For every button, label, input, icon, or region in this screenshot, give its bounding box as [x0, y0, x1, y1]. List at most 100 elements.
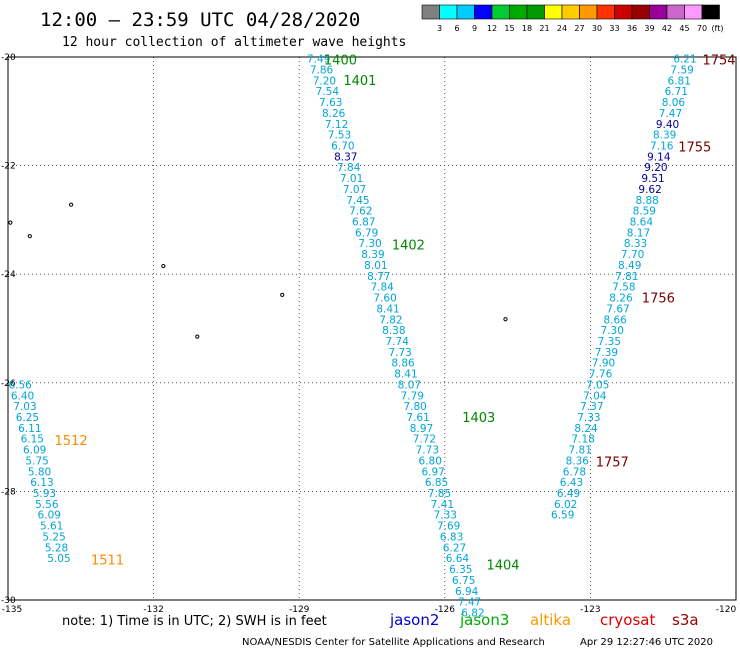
wave-height-label: 7.01	[340, 173, 363, 185]
island-outline	[195, 334, 200, 339]
wave-height-label: 8.01	[364, 260, 387, 272]
wave-height-label: 8.26	[609, 293, 633, 305]
colorbar-swatch	[526, 4, 545, 20]
colorbar-label: 6	[454, 24, 459, 33]
colorbar-label: 24	[557, 24, 567, 33]
wave-height-label: 5.61	[40, 521, 63, 533]
wave-height-label: 7.39	[595, 347, 618, 359]
colorbar-label: 39	[644, 24, 654, 33]
satellite-legend-item: altika	[530, 611, 571, 629]
wave-height-label: 7.62	[349, 206, 372, 218]
colorbar-swatch	[579, 4, 598, 20]
x-tick-label: -132	[143, 605, 163, 615]
wave-height-label: 8.39	[361, 249, 384, 261]
footer-timestamp: Apr 29 12:27:46 UTC 2020	[580, 637, 713, 648]
wave-height-label: 6.09	[23, 445, 46, 457]
wave-height-label: 9.20	[644, 162, 667, 174]
satellite-legend: jason2 jason3 altika cryosat s3a	[389, 611, 699, 629]
wave-height-label: 9.51	[641, 173, 664, 185]
colorbar-swatch	[684, 4, 703, 20]
colorbar-swatch	[456, 4, 475, 20]
wave-height-label: 7.37	[580, 401, 603, 413]
wave-height-label: 8.49	[618, 260, 641, 272]
x-tick-label: -129	[289, 605, 310, 615]
wave-height-label: 6.49	[557, 488, 580, 500]
wave-height-label: 8.59	[633, 206, 656, 218]
wave-height-label: 6.56	[8, 379, 32, 391]
wave-height-label: 7.04	[583, 390, 607, 402]
data-points: 7.497.867.207.547.638.267.127.536.708.37…	[8, 54, 696, 620]
x-tick-label: -135	[2, 605, 22, 615]
pass-labels: 1400 1401 1402 1403 1404 1754 1755 1756 1757 1512…	[55, 54, 736, 574]
colorbar-unit: (ft)	[711, 24, 723, 33]
wave-height-label: 6.40	[11, 390, 34, 402]
wave-height-label: 6.81	[668, 75, 691, 87]
island-outline	[27, 234, 32, 239]
chart-subtitle: 12 hour collection of altimeter wave hei…	[62, 35, 406, 50]
colorbar-label: 33	[609, 24, 619, 33]
wave-height-label: 7.60	[373, 293, 396, 305]
wave-height-label: 6.71	[665, 86, 688, 98]
colorbar-swatch	[614, 4, 633, 20]
colorbar-swatch	[701, 4, 720, 20]
wave-height-label: 7.84	[337, 162, 361, 174]
wave-height-label: 8.24	[574, 423, 598, 435]
wave-height-label: 7.18	[571, 434, 594, 446]
satellite-legend-item: jason2	[389, 611, 439, 629]
island-outline	[503, 317, 508, 322]
wave-height-label: 5.93	[33, 488, 56, 500]
colorbar-label: 15	[504, 24, 514, 33]
island-outline	[68, 202, 74, 207]
wave-height-label: 7.73	[388, 347, 411, 359]
colorbar-swatch	[544, 4, 563, 20]
wave-height-label: 7.76	[589, 369, 613, 381]
y-tick-label: -24	[1, 270, 16, 280]
wave-height-label: 6.02	[554, 499, 577, 511]
wave-height-label: 7.58	[612, 282, 635, 294]
wave-height-label: 8.17	[627, 227, 650, 239]
pass-time-label: 1757	[596, 456, 629, 471]
x-tick-label: -123	[580, 605, 600, 615]
wave-height-label: 8.64	[630, 217, 654, 229]
wave-height-label: 5.05	[47, 553, 70, 565]
wave-height-label: 8.66	[603, 314, 627, 326]
pass-time-label: 1403	[462, 411, 495, 426]
wave-height-label: 8.86	[391, 358, 415, 370]
wave-height-label: 9.14	[647, 151, 671, 163]
chart-title: 12:00 — 23:59 UTC 04/28/2020	[40, 9, 360, 31]
wave-height-label: 7.82	[379, 314, 402, 326]
wave-height-label: 7.03	[13, 401, 36, 413]
colorbar-swatch	[491, 4, 510, 20]
wave-height-label: 5.56	[35, 499, 59, 511]
wave-height-label: 8.36	[566, 455, 590, 467]
y-tick-label: -22	[1, 162, 16, 172]
wave-height-label: 7.74	[386, 336, 410, 348]
island-outline	[8, 220, 13, 225]
wave-height-label: 7.12	[325, 119, 348, 131]
plot-frame	[7, 56, 737, 601]
y-tick-label: -26	[1, 379, 16, 389]
wave-height-label: 8.06	[662, 97, 686, 109]
wave-height-label: 7.47	[659, 108, 682, 120]
wave-height-label: 5.25	[42, 531, 65, 543]
wave-height-label: 6.78	[563, 466, 586, 478]
colorbar-label: 30	[592, 24, 602, 33]
wave-height-label: 6.15	[21, 434, 44, 446]
wave-height-label: 7.81	[615, 271, 638, 283]
colorbar-swatch	[631, 4, 650, 20]
wave-height-label: 6.09	[38, 510, 61, 522]
wave-height-label: 7.59	[670, 64, 693, 76]
wave-height-label: 8.26	[322, 108, 346, 120]
island-outline	[161, 263, 166, 269]
wave-height-label: 7.05	[586, 379, 609, 391]
wave-height-label: 7.85	[428, 488, 451, 500]
colorbar-label: 9	[472, 24, 477, 33]
island-outline	[280, 292, 285, 297]
wave-height-label: 8.88	[635, 195, 658, 207]
wave-height-label: 6.43	[560, 477, 583, 489]
wave-height-label: 8.77	[367, 271, 390, 283]
wave-height-label: 7.30	[601, 325, 624, 337]
wave-height-label: 7.07	[343, 184, 366, 196]
wave-height-label: 7.61	[406, 412, 429, 424]
wave-height-label: 6.97	[421, 466, 444, 478]
